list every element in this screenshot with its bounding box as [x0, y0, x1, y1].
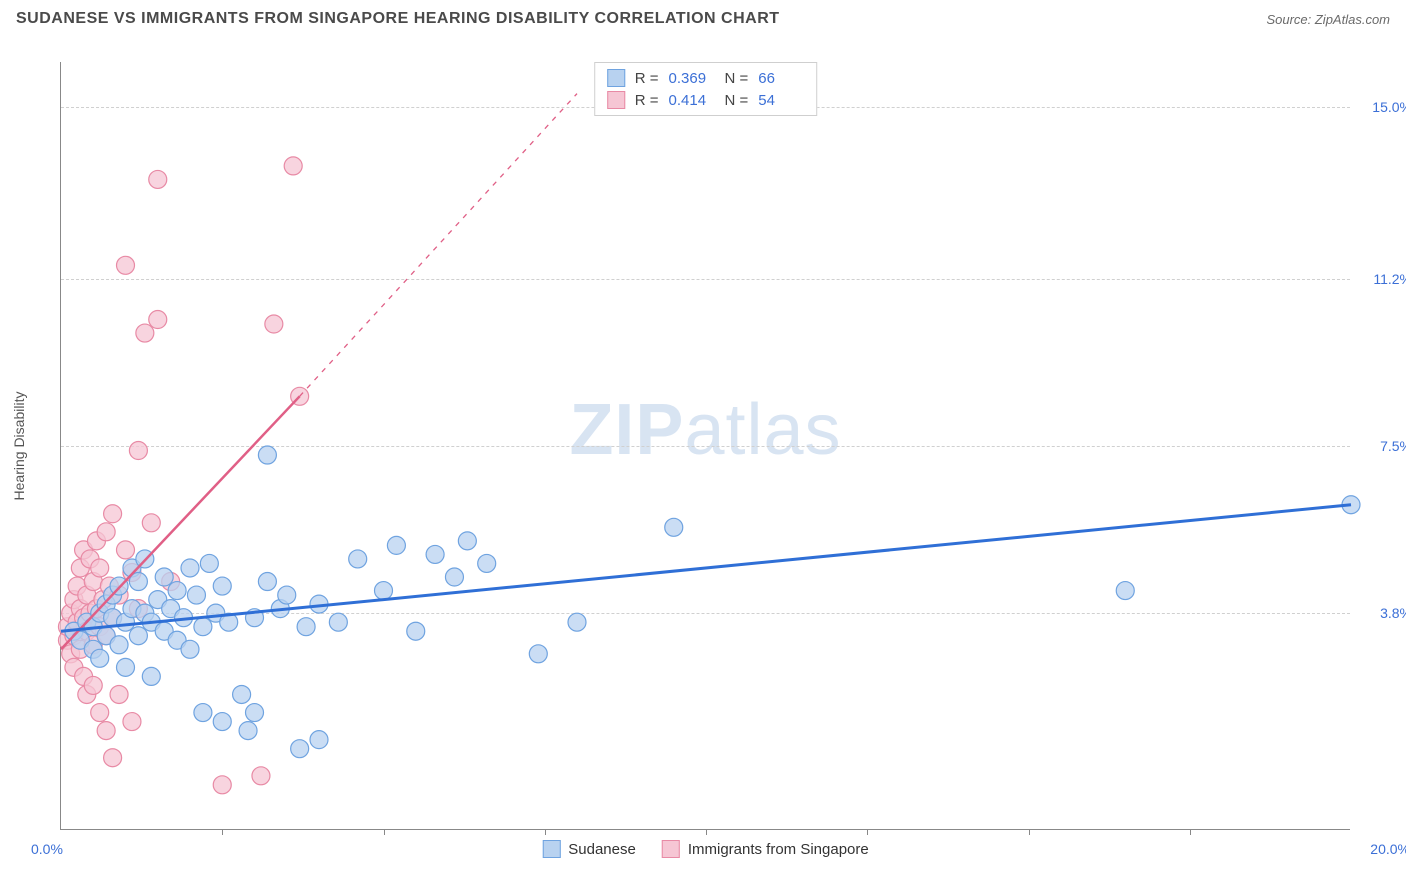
data-point — [149, 311, 167, 329]
legend-swatch-singapore — [662, 840, 680, 858]
r-value-singapore: 0.414 — [669, 92, 715, 109]
x-tick — [867, 829, 868, 835]
data-point — [458, 532, 476, 550]
data-point — [200, 554, 218, 572]
r-label: R = — [635, 92, 659, 109]
data-point — [117, 256, 135, 274]
n-label: N = — [725, 70, 749, 87]
x-tick — [1029, 829, 1030, 835]
data-point — [213, 713, 231, 731]
scatter-svg — [61, 62, 1350, 829]
data-point — [213, 577, 231, 595]
x-tick — [384, 829, 385, 835]
legend-label-sudanese: Sudanese — [568, 841, 636, 858]
r-label: R = — [635, 70, 659, 87]
x-tick — [545, 829, 546, 835]
data-point — [349, 550, 367, 568]
data-point — [155, 568, 173, 586]
x-tick — [1190, 829, 1191, 835]
r-value-sudanese: 0.369 — [669, 70, 715, 87]
legend-item-sudanese: Sudanese — [542, 840, 636, 858]
legend-label-singapore: Immigrants from Singapore — [688, 841, 869, 858]
data-point — [258, 573, 276, 591]
stats-box: R = 0.369 N = 66 R = 0.414 N = 54 — [594, 62, 818, 116]
data-point — [142, 514, 160, 532]
data-point — [110, 636, 128, 654]
data-point — [258, 446, 276, 464]
data-point — [478, 554, 496, 572]
y-tick-label: 15.0% — [1356, 99, 1406, 115]
data-point — [529, 645, 547, 663]
source-attribution: Source: ZipAtlas.com — [1266, 12, 1390, 27]
data-point — [84, 676, 102, 694]
data-point — [265, 315, 283, 333]
data-point — [168, 582, 186, 600]
data-point — [181, 640, 199, 658]
data-point — [233, 685, 251, 703]
data-point — [181, 559, 199, 577]
y-axis-label: Hearing Disability — [11, 391, 27, 500]
data-point — [91, 559, 109, 577]
n-value-singapore: 54 — [758, 92, 804, 109]
y-tick-label: 3.8% — [1356, 605, 1406, 621]
data-point — [291, 740, 309, 758]
n-label: N = — [725, 92, 749, 109]
data-point — [104, 749, 122, 767]
x-max-label: 20.0% — [1370, 841, 1406, 857]
x-origin-label: 0.0% — [31, 841, 63, 857]
data-point — [1116, 582, 1134, 600]
data-point — [117, 658, 135, 676]
legend-swatch-sudanese — [542, 840, 560, 858]
data-point — [568, 613, 586, 631]
data-point — [110, 685, 128, 703]
data-point — [194, 618, 212, 636]
data-point — [142, 667, 160, 685]
data-point — [117, 541, 135, 559]
data-point — [239, 722, 257, 740]
data-point — [129, 442, 147, 460]
data-point — [375, 582, 393, 600]
data-point — [246, 704, 264, 722]
trend-line — [300, 94, 577, 397]
swatch-sudanese — [607, 69, 625, 87]
swatch-singapore — [607, 91, 625, 109]
chart-title: SUDANESE VS IMMIGRANTS FROM SINGAPORE HE… — [16, 10, 780, 28]
data-point — [194, 704, 212, 722]
data-point — [387, 536, 405, 554]
trend-line — [61, 505, 1351, 631]
data-point — [445, 568, 463, 586]
data-point — [123, 713, 141, 731]
data-point — [149, 170, 167, 188]
legend-item-singapore: Immigrants from Singapore — [662, 840, 869, 858]
data-point — [129, 627, 147, 645]
data-point — [297, 618, 315, 636]
data-point — [136, 324, 154, 342]
stats-row-singapore: R = 0.414 N = 54 — [595, 89, 817, 111]
data-point — [91, 704, 109, 722]
x-tick — [706, 829, 707, 835]
x-tick — [222, 829, 223, 835]
n-value-sudanese: 66 — [758, 70, 804, 87]
y-tick-label: 7.5% — [1356, 438, 1406, 454]
data-point — [310, 731, 328, 749]
data-point — [187, 586, 205, 604]
data-point — [278, 586, 296, 604]
data-point — [104, 505, 122, 523]
data-point — [426, 545, 444, 563]
data-point — [97, 722, 115, 740]
stats-row-sudanese: R = 0.369 N = 66 — [595, 67, 817, 89]
data-point — [91, 649, 109, 667]
data-point — [213, 776, 231, 794]
data-point — [252, 767, 270, 785]
data-point — [407, 622, 425, 640]
bottom-legend: Sudanese Immigrants from Singapore — [542, 840, 868, 858]
data-point — [97, 523, 115, 541]
data-point — [329, 613, 347, 631]
data-point — [665, 518, 683, 536]
y-tick-label: 11.2% — [1356, 271, 1406, 287]
data-point — [284, 157, 302, 175]
plot-area: ZIPatlas 3.8%7.5%11.2%15.0% Hearing Disa… — [60, 62, 1350, 830]
